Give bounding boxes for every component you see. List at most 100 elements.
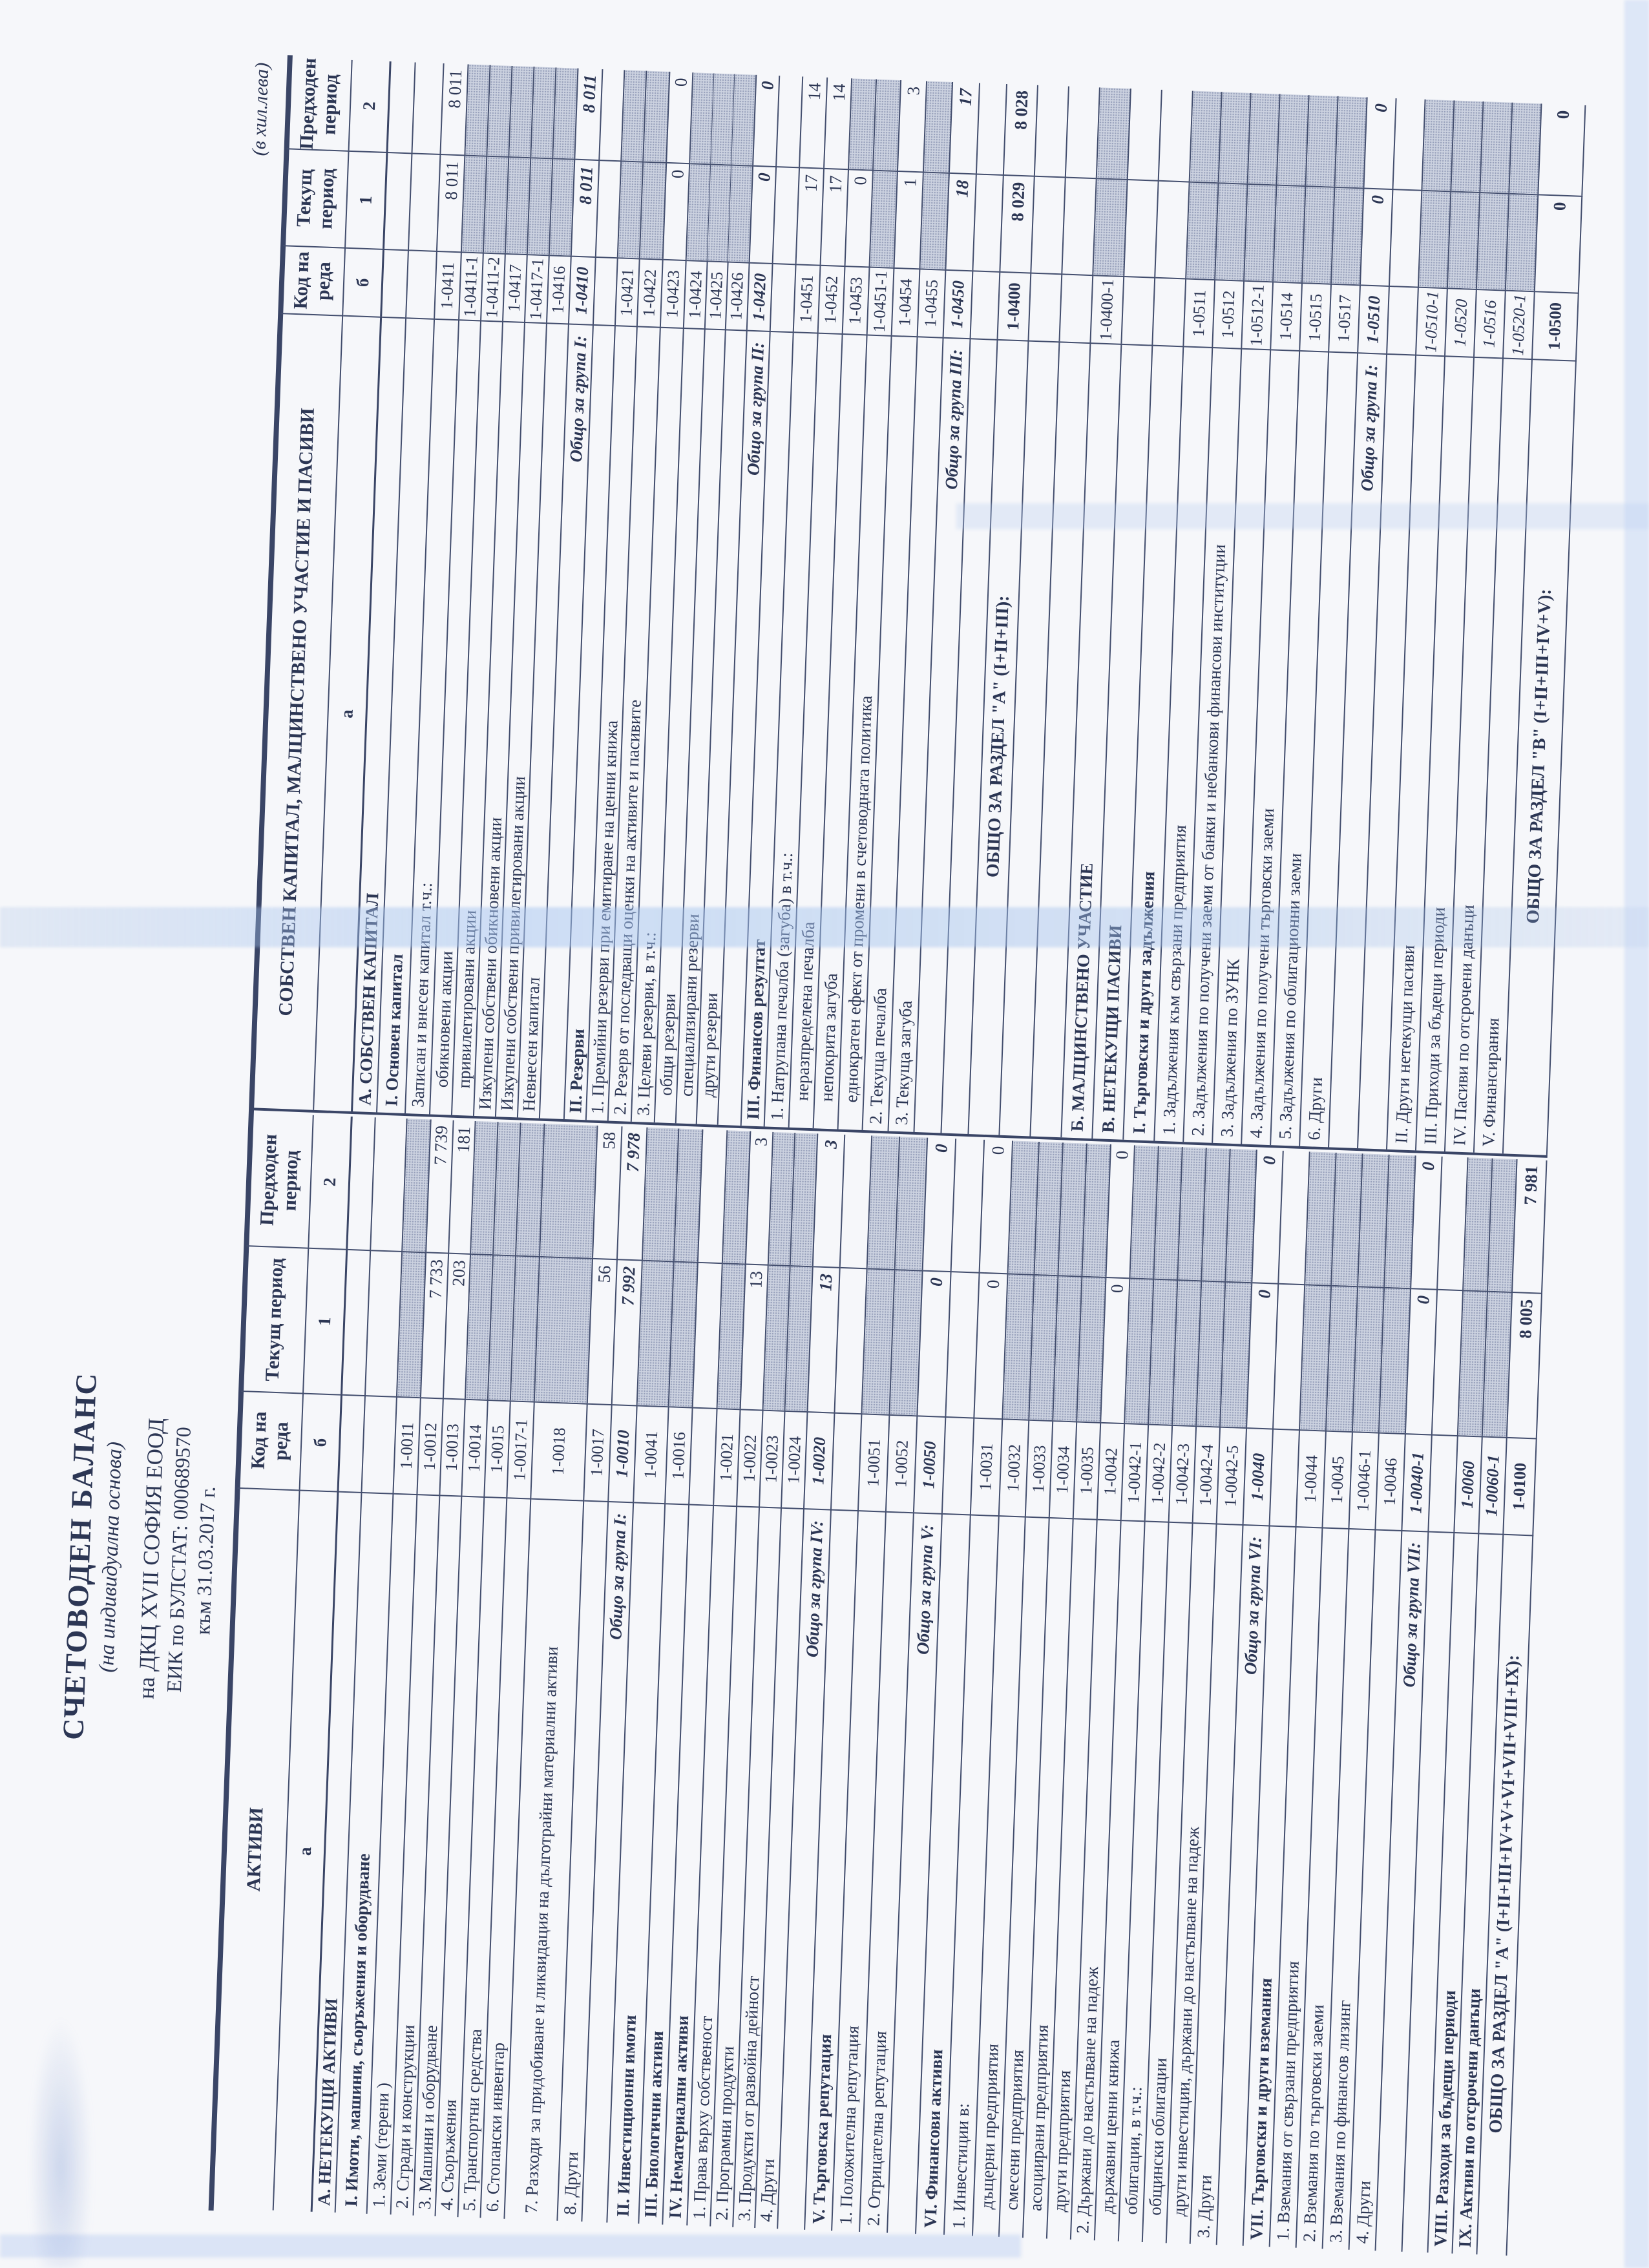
current-period-value — [637, 1259, 675, 1407]
previous-period-value — [1066, 86, 1100, 178]
row-code: 1-0424 — [684, 260, 708, 329]
current-period-value: 0 — [663, 162, 691, 260]
row-code: 1-0024 — [782, 1410, 808, 1509]
previous-period-value — [777, 76, 804, 167]
current-period-value — [1506, 193, 1539, 291]
previous-period-value — [1422, 99, 1455, 191]
row-code: 1-0517 — [1329, 283, 1361, 353]
row-code: 1-0451 — [793, 264, 821, 333]
row-code: 1-0046 — [1376, 1432, 1406, 1531]
column-letter: 2 — [309, 1115, 353, 1249]
previous-period-value — [951, 1139, 985, 1272]
previous-period-value — [1451, 100, 1484, 193]
previous-period-value — [923, 81, 954, 173]
previous-period-value — [388, 61, 416, 153]
row-code: 1-0520 — [1445, 288, 1477, 357]
row-code: 1-0100 — [1504, 1436, 1537, 1535]
column-letter: б — [343, 247, 385, 317]
row-code: 1-0511 — [1184, 278, 1216, 348]
row-code — [593, 256, 618, 326]
previous-period-value: 8 028 — [1003, 84, 1038, 176]
row-code: 1-0520-1 — [1504, 289, 1535, 359]
row-code: 1-0045 — [1323, 1430, 1353, 1529]
current-period-value — [1031, 175, 1066, 274]
row-code: 1-0023 — [760, 1409, 786, 1507]
current-period-value: 18 — [946, 172, 977, 271]
row-code: 1-0400 — [998, 271, 1032, 341]
column-header-current: Текущ период — [283, 148, 350, 247]
current-period-value: 17 — [796, 167, 825, 265]
previous-period-value — [1480, 101, 1513, 193]
previous-period-value — [874, 79, 902, 171]
row-code: 1-0021 — [714, 1408, 741, 1506]
column-header-previous: Предходен период — [286, 58, 353, 151]
row-code: 1-0452 — [818, 264, 846, 334]
previous-period-value — [509, 66, 535, 158]
row-code: 1-0046-1 — [1349, 1431, 1380, 1529]
previous-period-value: 0 — [1364, 97, 1397, 189]
row-code: 1-0014 — [462, 1398, 488, 1496]
row-code: 1-0423 — [660, 258, 687, 328]
row-code: 1-0015 — [485, 1400, 511, 1498]
assets-table-half: АКТИВИ Код на реда Текущ период Предходен п… — [211, 1108, 1548, 2256]
previous-period-value: 14 — [800, 76, 828, 168]
row-code: 1-0042 — [1097, 1422, 1126, 1520]
row-code: 1-0421 — [615, 257, 640, 326]
previous-period-value: 0 — [667, 71, 694, 163]
row-code — [770, 263, 797, 332]
current-period-value — [1124, 179, 1159, 277]
current-period-value — [1186, 181, 1219, 280]
row-code: 1-0040-1 — [1402, 1433, 1433, 1531]
row-code: 1-0515 — [1300, 282, 1332, 352]
row-code: 1-0500 — [1532, 291, 1579, 361]
row-code: 1-0016 — [666, 1406, 693, 1504]
current-period-value — [1418, 189, 1452, 288]
previous-period-value — [1277, 94, 1310, 186]
balance-table: АКТИВИ Код на реда Текущ период Предходен п… — [208, 55, 1586, 2256]
current-period-value: 0 — [845, 169, 874, 267]
row-code: 1-0510-1 — [1416, 286, 1448, 356]
liabilities-table-half: СОБСТВЕН КАПИТАЛ, МАЛЦИНСТВЕНО УЧАСТИЕ И… — [251, 58, 1586, 1155]
previous-period-value — [1035, 85, 1069, 177]
current-period-value — [1389, 189, 1423, 287]
previous-period-value — [1335, 96, 1368, 188]
row-code — [382, 248, 410, 318]
row-code: 1-0454 — [892, 267, 921, 337]
row-code: 1-0416 — [547, 255, 572, 324]
row-code: 1-0512-1 — [1242, 280, 1274, 350]
current-period-value — [1476, 192, 1510, 290]
row-code: 1-0040 — [1243, 1427, 1274, 1526]
row-code: 1-0011 — [394, 1396, 421, 1495]
row-code: 1-0044 — [1296, 1429, 1327, 1528]
row-code: 1-0411 — [435, 250, 462, 320]
row-code: 1-0032 — [999, 1418, 1030, 1517]
row-code: 1-0042-4 — [1193, 1425, 1221, 1524]
row-code — [1060, 273, 1094, 343]
current-period-value — [973, 173, 1004, 271]
column-header-current: Текущ период — [241, 1245, 310, 1393]
current-period-value: 0 — [1535, 194, 1583, 293]
row-code: 1-0031 — [971, 1417, 1003, 1516]
row-code: 1-0020 — [804, 1411, 835, 1509]
row-code: 1-0017 — [584, 1403, 613, 1501]
previous-period-value — [600, 69, 625, 161]
row-code: 1-0514 — [1271, 281, 1303, 350]
row-code: 1-0425 — [704, 260, 729, 330]
row-code — [832, 1412, 863, 1511]
row-code: 1-0453 — [843, 266, 870, 335]
previous-period-value — [731, 74, 757, 165]
previous-period-value: 8 011 — [575, 68, 604, 160]
previous-period-value — [849, 78, 877, 170]
previous-period-value — [1306, 95, 1339, 187]
previous-period-value: 0 — [753, 74, 781, 167]
previous-period-value: 7 981 — [1513, 1159, 1548, 1293]
current-period-value: 8 011 — [571, 158, 600, 257]
row-code: 1-0512 — [1213, 279, 1245, 348]
row-code: 1-0417 — [503, 253, 528, 322]
row-code: 1-0417-1 — [525, 254, 550, 323]
current-period-value — [409, 152, 441, 251]
column-header-previous: Предходен период — [246, 1113, 314, 1248]
previous-period-value: 0 — [1539, 103, 1586, 196]
row-code — [971, 270, 1001, 339]
